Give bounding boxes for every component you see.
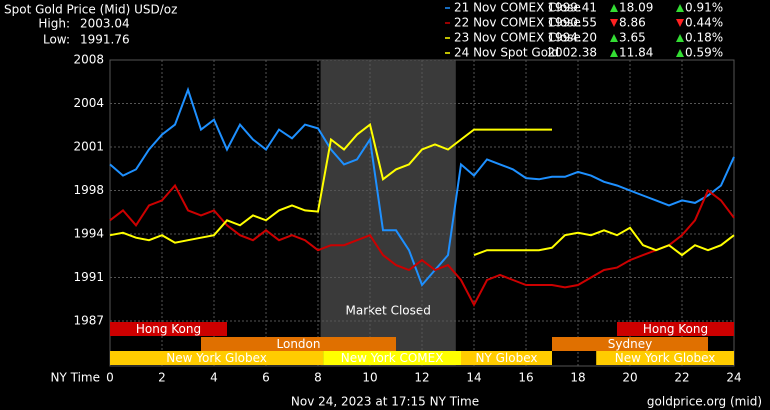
stat-value: 1991.76 (80, 33, 130, 47)
y-tick-label: 1998 (73, 183, 104, 197)
legend-close: 1999.41 (547, 1, 597, 15)
session-bar (461, 351, 552, 365)
change-arrow (610, 19, 618, 27)
x-tick-label: 20 (622, 371, 637, 385)
legend-label: 23 Nov COMEX Close (454, 31, 581, 45)
x-tick-label: 4 (210, 371, 218, 385)
session-label: Sydney (608, 337, 652, 351)
stat-label: High: (38, 17, 70, 31)
legend-change: 3.65 (619, 31, 646, 45)
series-line (109, 86, 735, 287)
change-arrow (610, 4, 618, 12)
x-tick-label: 12 (414, 371, 429, 385)
y-tick-label: 2008 (73, 53, 104, 67)
change-arrow (676, 34, 684, 42)
session-label: New York Globex (166, 351, 267, 365)
x-tick-label: 0 (106, 371, 114, 385)
change-arrow (610, 34, 618, 42)
session-label: New York COMEX (341, 351, 444, 365)
change-arrow (676, 49, 684, 57)
session-label: London (277, 337, 321, 351)
stat-label: Low: (43, 33, 70, 47)
series-line (109, 122, 552, 244)
session-bar (201, 337, 396, 351)
session-label: New York Globex (615, 351, 716, 365)
x-tick-label: 16 (518, 371, 533, 385)
series-line (109, 183, 735, 307)
change-arrow (676, 19, 684, 27)
annotation: Market Closed (346, 304, 431, 318)
y-tick-label: 2004 (73, 96, 104, 110)
x-tick-label: 8 (314, 371, 322, 385)
x-tick-label: 24 (726, 371, 741, 385)
legend-change: 18.09 (619, 1, 653, 15)
legend-change-pct: 0.59% (685, 46, 723, 60)
legend-change-pct: 0.44% (685, 16, 723, 30)
x-tick-label: 10 (362, 371, 377, 385)
x-tick-label: 2 (158, 371, 166, 385)
legend-close: 1990.55 (547, 16, 597, 30)
footer: Nov 24, 2023 at 17:15 NY Time (291, 395, 479, 409)
series-line (473, 226, 735, 257)
y-tick-label: 1994 (73, 227, 104, 241)
session-bar (552, 337, 708, 351)
session-bar (110, 322, 227, 336)
y-tick-label: 1987 (73, 314, 104, 328)
legend-label: 22 Nov COMEX Close (454, 16, 581, 30)
session-bar (596, 351, 734, 365)
legend-label: 21 Nov COMEX Close (454, 1, 581, 15)
x-tick-label: 14 (466, 371, 481, 385)
y-tick-label: 2001 (73, 140, 104, 154)
legend-close: 1994.20 (547, 31, 597, 45)
stat-value: 2003.04 (80, 17, 130, 31)
session-bar (110, 351, 324, 365)
session-label: Hong Kong (136, 322, 201, 336)
x-tick-label: 18 (570, 371, 585, 385)
legend-change: 11.84 (619, 46, 653, 60)
session-bar (323, 351, 461, 365)
session-bar (617, 322, 734, 336)
session-label: Hong Kong (643, 322, 708, 336)
legend-change: 8.86 (619, 16, 646, 30)
chart-title: Spot Gold Price (Mid) USD/oz (4, 3, 177, 17)
x-tick-label: 22 (674, 371, 689, 385)
legend-change-pct: 0.91% (685, 1, 723, 15)
legend-change-pct: 0.18% (685, 31, 723, 45)
legend-label: 24 Nov Spot Gold (454, 46, 559, 60)
source: goldprice.org (mid) (647, 395, 762, 409)
closed-shade (320, 60, 456, 366)
session-label: NY Globex (476, 351, 538, 365)
y-tick-label: 1991 (73, 270, 104, 284)
x-axis-label: NY Time (51, 371, 101, 385)
change-arrow (610, 49, 618, 57)
x-tick-label: 6 (262, 371, 270, 385)
legend-close: 2002.38 (547, 46, 597, 60)
change-arrow (676, 4, 684, 12)
